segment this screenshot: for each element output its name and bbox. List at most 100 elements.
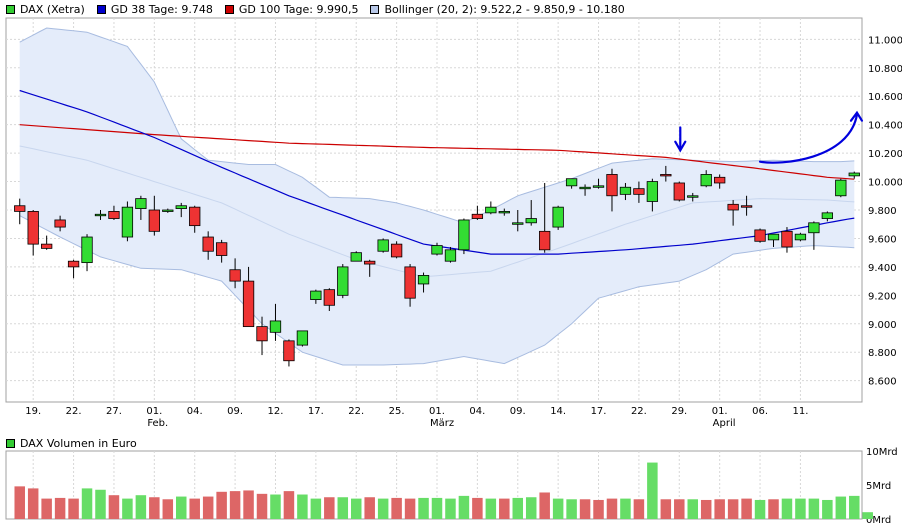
candle bbox=[256, 316, 268, 356]
candle bbox=[606, 168, 618, 212]
volume-bar bbox=[270, 494, 281, 519]
volume-bar bbox=[14, 486, 25, 519]
candle-body-down bbox=[781, 230, 793, 248]
candle-body-down bbox=[229, 269, 241, 282]
legend-item: Bollinger (20, 2): 9.522,2 - 9.850,9 - 1… bbox=[370, 3, 625, 16]
candle-body-up bbox=[350, 252, 362, 262]
volume-bar bbox=[795, 498, 806, 519]
x-tick-label: 09. bbox=[510, 406, 526, 417]
candle bbox=[431, 242, 443, 256]
volume-bar bbox=[458, 495, 470, 519]
up-arrow-annotation bbox=[758, 110, 864, 164]
volume-bar bbox=[700, 499, 712, 519]
volume-bar bbox=[431, 497, 443, 519]
volume-bar bbox=[445, 498, 456, 519]
legend-item: GD 38 Tage: 9.748 bbox=[96, 2, 213, 16]
candle-body-down bbox=[754, 229, 766, 242]
chart-legend: DAX (Xetra) GD 38 Tage: 9.748 GD 100 Tage:… bbox=[6, 2, 637, 16]
candle-body-up bbox=[94, 213, 107, 217]
x-tick-label: 12. bbox=[268, 406, 284, 417]
candle bbox=[579, 184, 591, 196]
candle bbox=[296, 330, 309, 347]
volume-bar bbox=[727, 499, 739, 519]
candle bbox=[525, 200, 537, 226]
y-tick-label: 9.800 bbox=[868, 206, 897, 217]
y-tick-label: 11.000 bbox=[868, 35, 902, 46]
candle bbox=[740, 195, 753, 216]
candle bbox=[700, 170, 712, 188]
candle-body-down bbox=[714, 176, 726, 184]
gd100-line bbox=[19, 124, 855, 180]
candle bbox=[687, 192, 699, 202]
volume-bar bbox=[297, 494, 308, 519]
x-tick-label: 06. bbox=[752, 406, 768, 417]
candle bbox=[471, 205, 484, 220]
legend-swatch bbox=[6, 4, 15, 14]
x-tick-label: 01. bbox=[146, 406, 162, 417]
candle bbox=[310, 289, 322, 304]
candle bbox=[27, 210, 39, 256]
volume-bar bbox=[350, 498, 362, 519]
candle bbox=[808, 221, 820, 250]
legend-swatch bbox=[96, 4, 106, 14]
x-tick-label: 04. bbox=[187, 406, 203, 417]
candle bbox=[512, 210, 524, 232]
volume-bar bbox=[377, 498, 389, 519]
down-arrow-annotation bbox=[674, 126, 687, 153]
candle-body-up bbox=[619, 186, 632, 195]
volume-bar bbox=[81, 488, 93, 519]
candle bbox=[14, 198, 26, 225]
candle-body-down bbox=[283, 340, 295, 362]
legend-label: GD 100 Tage: 9.990,5 bbox=[238, 2, 359, 16]
y-tick-label: 8.600 bbox=[868, 377, 897, 388]
candle bbox=[794, 232, 807, 242]
volume-bar bbox=[108, 495, 120, 519]
volume-legend: DAX Volumen in Euro bbox=[6, 436, 137, 450]
candle-body-up bbox=[444, 249, 457, 262]
candle-body-up bbox=[794, 233, 807, 241]
candle-body-down bbox=[727, 203, 739, 211]
volume-y-tick-label: 5Mrd bbox=[866, 481, 891, 492]
candle bbox=[229, 258, 241, 289]
x-tick-label: 25. bbox=[389, 406, 405, 417]
candle bbox=[350, 251, 362, 262]
volume-bar bbox=[754, 499, 766, 519]
x-tick-label: 22. bbox=[66, 406, 82, 417]
volume-bar bbox=[472, 497, 483, 519]
volume-bar bbox=[54, 497, 66, 519]
candle-body-up bbox=[579, 186, 591, 190]
candle-body-down bbox=[242, 280, 255, 328]
candle bbox=[189, 205, 201, 233]
candle-body-down bbox=[633, 188, 645, 195]
candle-body-down bbox=[54, 219, 66, 228]
candle bbox=[390, 241, 403, 259]
volume-bar bbox=[674, 499, 685, 519]
volume-bar bbox=[512, 497, 524, 519]
x-tick-label: 27. bbox=[106, 406, 122, 417]
candle-body-up bbox=[377, 239, 389, 252]
volume-bar bbox=[229, 491, 241, 519]
candle-body-up bbox=[498, 211, 510, 214]
candle-body-up bbox=[687, 195, 699, 198]
candle-body-up bbox=[552, 206, 564, 228]
candle-body-down bbox=[189, 206, 201, 227]
y-tick-label: 9.200 bbox=[868, 291, 897, 302]
month-label: April bbox=[713, 418, 736, 429]
candle-body-up bbox=[592, 185, 605, 188]
candle-body-up bbox=[269, 320, 282, 333]
volume-y-tick-label: 0Mrd bbox=[866, 515, 891, 526]
x-tick-label: 01. bbox=[712, 406, 728, 417]
legend-item: DAX (Xetra) bbox=[6, 3, 85, 16]
candle bbox=[67, 259, 80, 279]
candle-body-down bbox=[41, 243, 53, 249]
candle bbox=[162, 208, 174, 213]
legend-label: GD 38 Tage: 9.748 bbox=[110, 2, 213, 16]
x-tick-label: 22. bbox=[348, 406, 364, 417]
legend-swatch bbox=[224, 4, 234, 14]
candle-body-down bbox=[539, 230, 551, 251]
candle bbox=[821, 211, 833, 222]
candle-body-up bbox=[646, 181, 659, 202]
candle bbox=[592, 178, 605, 189]
x-tick-label: 14. bbox=[550, 406, 566, 417]
